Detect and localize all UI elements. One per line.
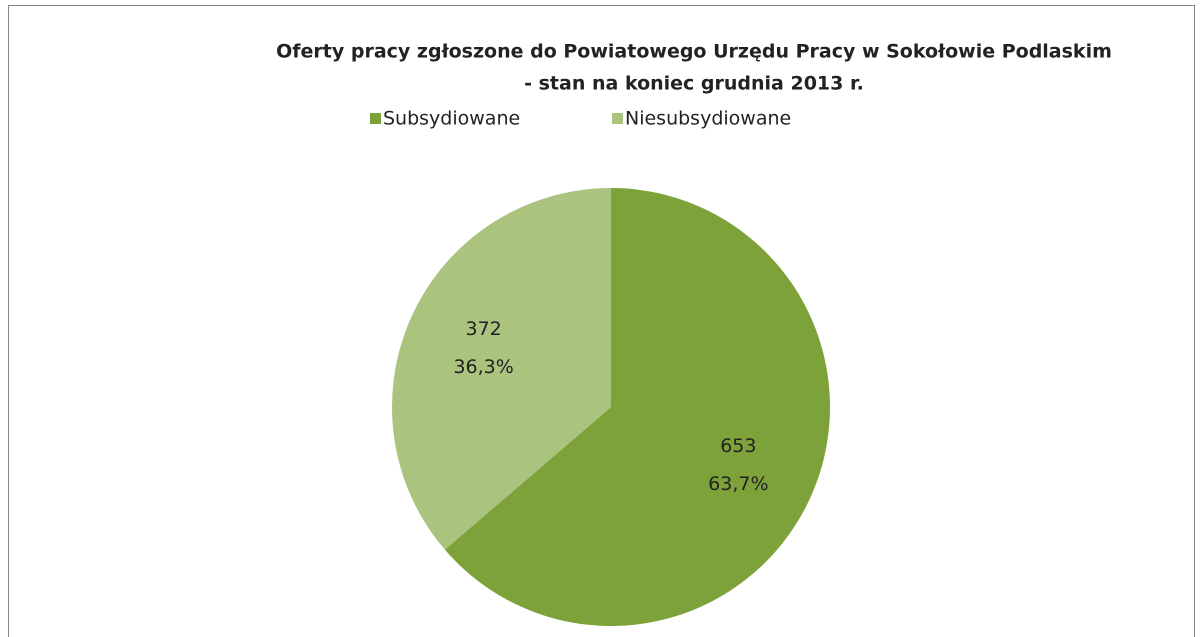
data-label: 36,3% [453, 356, 513, 378]
chart-title: Oferty pracy zgłoszone do Powiatowego Ur… [276, 41, 1112, 63]
legend-label: Niesubsydiowane [625, 108, 791, 130]
data-label: 372 [466, 318, 502, 340]
data-label: 63,7% [708, 473, 768, 495]
chart-title: - stan na koniec grudnia 2013 r. [524, 73, 864, 95]
legend-swatch [612, 113, 623, 124]
data-label: 653 [720, 435, 756, 457]
legend-label: Subsydiowane [383, 108, 520, 130]
legend-swatch [370, 113, 381, 124]
pie-slice [392, 188, 611, 550]
pie-slice [444, 188, 830, 627]
